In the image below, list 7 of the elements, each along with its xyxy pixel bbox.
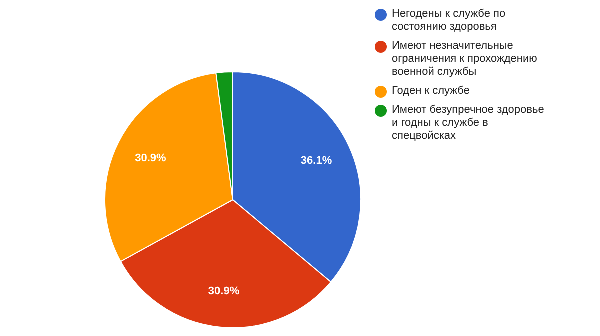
- legend-label: Негодены к службе по состоянию здоровья: [392, 8, 507, 34]
- data-label: 30.9%: [135, 152, 167, 164]
- data-label: 30.9%: [208, 286, 240, 298]
- data-label: 36.1%: [300, 155, 332, 168]
- legend-label: Годен к службе: [392, 85, 470, 98]
- legend-label: Имеют безупречное здоровье и годны к службе в спецвойсках: [392, 104, 545, 143]
- legend-label: Имеют незначительные ограничения к прохождению военной службы: [392, 40, 538, 79]
